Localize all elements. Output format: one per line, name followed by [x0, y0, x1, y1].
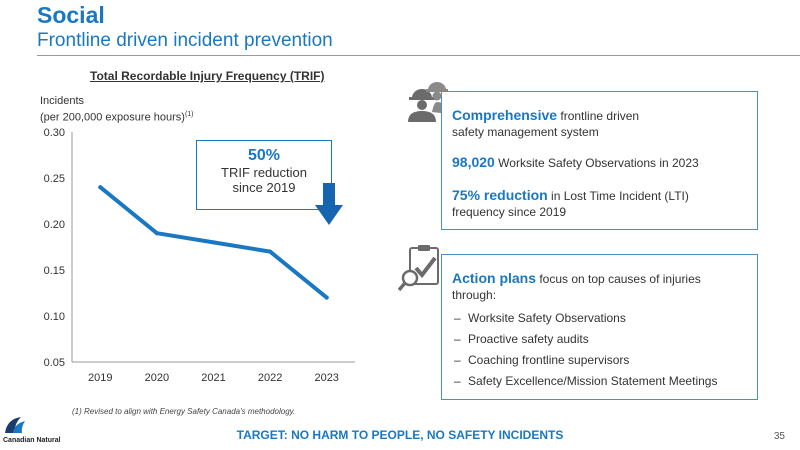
clipboard-check-icon [398, 245, 439, 292]
list-item: – Coaching frontline supervisors [454, 350, 717, 371]
y-axis-footnote-ref: (1) [184, 111, 194, 118]
highlight-lti-line2: frequency since 2019 [452, 205, 567, 219]
company-logo-icon [5, 417, 25, 433]
down-arrow-icon [315, 183, 343, 225]
list-item-text: Safety Excellence/Mission Statement Meet… [468, 374, 718, 388]
data-point [154, 231, 159, 236]
highlight-observations-text: Worksite Safety Observations in 2023 [494, 156, 699, 170]
data-point [211, 240, 216, 245]
y-tick-label: 0.30 [44, 127, 65, 139]
highlight-observations-bold: 98,020 [452, 154, 495, 170]
callout-value: 50% [247, 147, 281, 164]
data-point [324, 295, 329, 300]
x-tick-label: 2019 [88, 372, 112, 384]
bullet-dash: – [454, 332, 461, 346]
y-tick-label: 0.20 [44, 219, 65, 231]
y-axis-title-line1: Incidents [40, 95, 85, 107]
safety-highlights-panel: Comprehensive frontline driven safety ma… [441, 91, 758, 230]
action-plans-intro-line2: through: [452, 288, 497, 302]
action-plans-list: – Worksite Safety Observations – Proactive… [454, 308, 717, 392]
list-item-text: Proactive safety audits [468, 332, 589, 346]
y-axis-title-line2: (per 200,000 exposure hours)(1) [40, 108, 194, 125]
data-point [268, 249, 273, 254]
chart-footnote: (1) Revised to align with Energy Safety … [72, 407, 296, 416]
slide-title: Social [37, 2, 105, 28]
slide-subtitle: Frontline driven incident prevention [37, 30, 333, 51]
x-tick-label: 2022 [258, 372, 282, 384]
highlight-comprehensive-line2: safety management system [452, 125, 599, 139]
list-item-text: Coaching frontline supervisors [468, 353, 630, 367]
bullet-dash: – [454, 374, 461, 388]
y-tick-label: 0.05 [44, 357, 65, 369]
target-statement: TARGET: NO HARM TO PEOPLE, NO SAFETY INC… [236, 428, 564, 442]
action-plans-intro: Action plans focus on top causes of inju… [452, 271, 701, 287]
list-item: – Proactive safety audits [454, 329, 717, 350]
highlight-lti-reduction: 75% reduction in Lost Time Incident (LTI… [452, 188, 689, 204]
highlight-comprehensive: Comprehensive frontline driven [452, 108, 639, 124]
x-tick-label: 2023 [314, 372, 338, 384]
highlight-comprehensive-text: frontline driven [557, 109, 640, 123]
y-axis-title-unit: (per 200,000 exposure hours) [40, 111, 185, 124]
list-item: – Worksite Safety Observations [454, 308, 717, 329]
trif-reduction-callout: 50% TRIF reduction since 2019 [196, 140, 332, 210]
action-plans-panel: Action plans focus on top causes of inju… [441, 254, 758, 400]
action-plans-text: focus on top causes of injuries [536, 272, 701, 286]
highlight-observations: 98,020 Worksite Safety Observations in 2… [452, 155, 699, 171]
highlight-comprehensive-bold: Comprehensive [452, 107, 558, 123]
highlight-lti-bold: 75% reduction [452, 187, 548, 203]
callout-line2: since 2019 [232, 180, 296, 195]
y-tick-label: 0.15 [44, 265, 65, 277]
action-plans-bold: Action plans [452, 270, 537, 286]
bullet-dash: – [454, 311, 461, 325]
x-tick-label: 2021 [201, 372, 225, 384]
y-tick-label: 0.10 [44, 311, 65, 323]
company-logo-text: Canadian Natural [3, 437, 61, 444]
bullet-dash: – [454, 353, 461, 367]
callout-line1: TRIF reduction [221, 165, 307, 180]
highlight-lti-text: in Lost Time Incident (LTI) [547, 189, 689, 203]
chart-title: Total Recordable Injury Frequency (TRIF) [90, 69, 325, 83]
x-tick-label: 2020 [145, 372, 169, 384]
y-axis-title: Incidents (per 200,000 exposure hours)(1… [40, 94, 194, 125]
list-item-text: Worksite Safety Observations [468, 311, 626, 325]
title-divider [37, 55, 800, 56]
data-point [98, 185, 103, 190]
y-tick-label: 0.25 [44, 173, 65, 185]
page-number: 35 [773, 431, 785, 442]
list-item: – Safety Excellence/Mission Statement Mee… [454, 371, 717, 392]
